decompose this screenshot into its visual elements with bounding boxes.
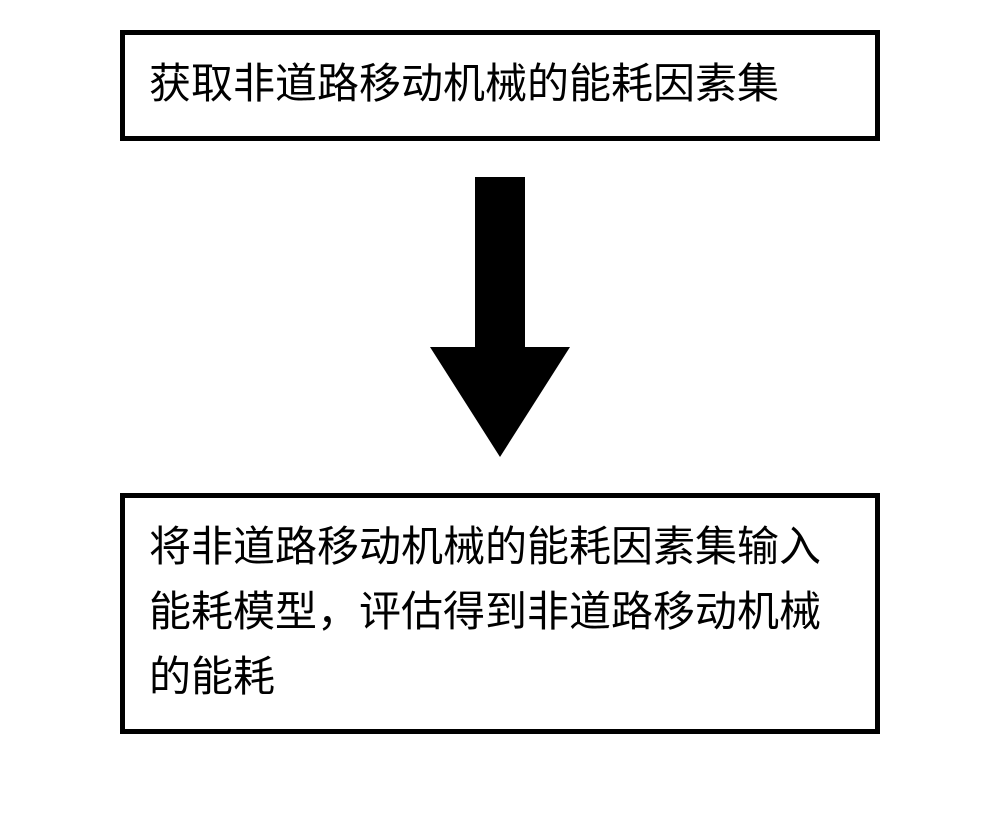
arrow-down-icon [420,177,580,457]
flow-step-1: 获取非道路移动机械的能耗因素集 [120,30,880,141]
flow-step-1-label: 获取非道路移动机械的能耗因素集 [149,62,779,108]
flow-step-2-label: 将非道路移动机械的能耗因素集输入能耗模型，评估得到非道路移动机械的能耗 [149,525,821,701]
flow-step-2: 将非道路移动机械的能耗因素集输入能耗模型，评估得到非道路移动机械的能耗 [120,493,880,734]
flow-arrow [420,177,580,457]
